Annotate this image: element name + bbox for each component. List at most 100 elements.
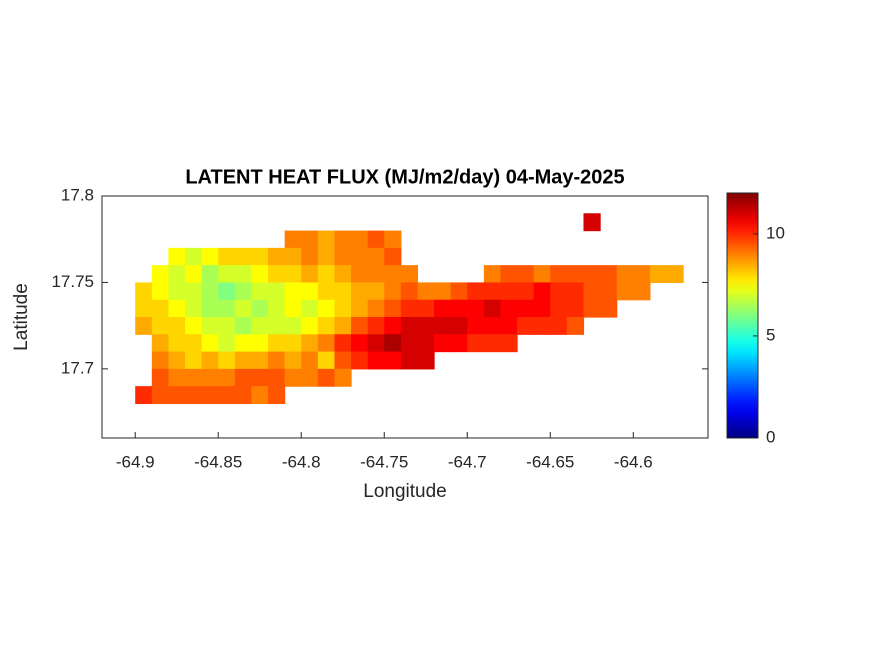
cell (218, 351, 236, 370)
cell (185, 368, 203, 387)
cell (616, 265, 634, 284)
cell (334, 334, 352, 353)
cell (317, 247, 336, 266)
cell (334, 317, 352, 335)
cell (434, 334, 452, 353)
cell (284, 334, 302, 353)
cell (317, 299, 336, 318)
cell (251, 265, 269, 284)
cell (301, 317, 319, 335)
cell (201, 386, 219, 405)
cell (334, 351, 352, 370)
raster (135, 213, 684, 405)
cell (268, 351, 286, 370)
cell (417, 334, 435, 353)
cell (400, 317, 419, 335)
cell (450, 317, 468, 335)
cell (334, 247, 352, 266)
cell (483, 334, 502, 353)
cell (201, 368, 219, 387)
cell (649, 265, 668, 284)
cell (334, 368, 352, 387)
cell (251, 247, 269, 266)
cell (151, 351, 170, 370)
cell (284, 265, 302, 284)
cell (467, 299, 485, 318)
cell (201, 265, 219, 284)
x-tick-label: -64.75 (360, 452, 408, 471)
cell (566, 282, 585, 301)
cell (251, 317, 269, 335)
y-tick-label: 17.75 (51, 272, 94, 291)
cell (334, 299, 352, 318)
cell (201, 247, 219, 266)
cell (633, 282, 651, 301)
cell (268, 247, 286, 266)
cell (367, 282, 385, 301)
cell (151, 386, 170, 405)
cell (284, 317, 302, 335)
cell (600, 282, 618, 301)
cell (417, 282, 435, 301)
cell (234, 351, 253, 370)
cell (185, 247, 203, 266)
x-tick-label: -64.85 (194, 452, 242, 471)
cell (583, 213, 601, 232)
cell (550, 265, 568, 284)
cell (400, 334, 419, 353)
cell (234, 247, 253, 266)
cell (467, 282, 485, 301)
cell (450, 282, 468, 301)
cell (550, 282, 568, 301)
cell (301, 368, 319, 387)
cell (268, 282, 286, 301)
cell (268, 317, 286, 335)
cell (268, 299, 286, 318)
cell (234, 317, 253, 335)
cell (234, 368, 253, 387)
cell (317, 334, 336, 353)
colorbar-tick-label: 10 (766, 223, 785, 242)
cell (483, 299, 502, 318)
cell (384, 282, 402, 301)
cell (301, 265, 319, 284)
cell (367, 351, 385, 370)
cell (500, 282, 518, 301)
cell (400, 282, 419, 301)
cell (351, 282, 369, 301)
cell (583, 265, 601, 284)
cell (201, 282, 219, 301)
cell (666, 265, 684, 284)
cell (384, 299, 402, 318)
cell (251, 299, 269, 318)
cell (168, 265, 186, 284)
cell (367, 230, 385, 249)
cell (483, 317, 502, 335)
cell (251, 282, 269, 301)
cell (218, 368, 236, 387)
cell (434, 282, 452, 301)
cell (566, 265, 585, 284)
cell (517, 317, 535, 335)
cell (251, 386, 269, 405)
cell (351, 299, 369, 318)
cell (384, 317, 402, 335)
cell (400, 299, 419, 318)
cell (218, 386, 236, 405)
cell (185, 317, 203, 335)
cell (135, 282, 153, 301)
cell (600, 265, 618, 284)
cell (317, 351, 336, 370)
cell (284, 368, 302, 387)
colorbar-tick-label: 5 (766, 325, 775, 344)
y-tick-label: 17.8 (61, 185, 94, 204)
cell (151, 368, 170, 387)
cell (351, 230, 369, 249)
cell (185, 351, 203, 370)
cell (168, 247, 186, 266)
y-tick-label: 17.7 (61, 358, 94, 377)
cell (384, 265, 402, 284)
cell (334, 265, 352, 284)
cell (633, 265, 651, 284)
cell (334, 230, 352, 249)
